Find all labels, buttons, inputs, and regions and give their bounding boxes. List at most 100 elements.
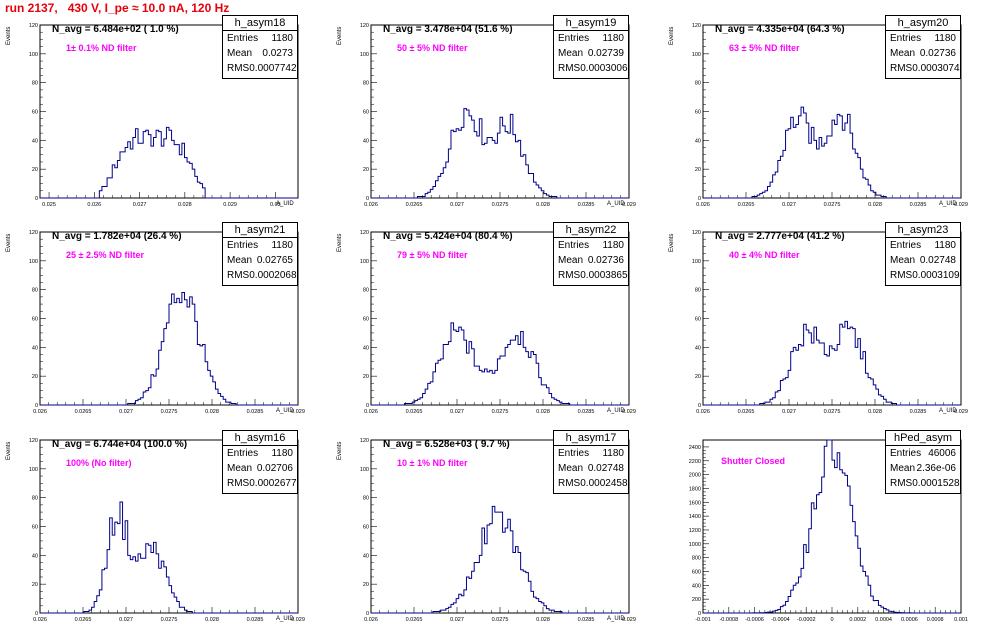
filter-note: 63 ± 5% ND filter: [729, 43, 800, 53]
x-tick-label: 0.0002: [849, 617, 866, 623]
stats-value: 1180: [271, 448, 293, 459]
y-tick-label: 2000: [689, 473, 701, 479]
x-tick-label: 0.029: [954, 202, 968, 208]
x-axis-label: A_UID: [607, 408, 625, 414]
plot-h_asym18: 0 20 40 60 80 100 120 0.025 0.026 0.027 0.028 0.029…: [29, 23, 299, 208]
stats-row-mean: Mean 0.02765: [223, 253, 297, 268]
n-avg-label: N_avg = 4.335e+04 (64.3 %): [715, 24, 845, 35]
stats-row-rms: RMS 0.0002458: [554, 476, 628, 491]
x-tick-label: 0.0285: [247, 409, 264, 415]
y-tick-label: 60: [32, 317, 38, 323]
x-tick-label: 0.0004: [875, 617, 892, 623]
y-tick-label: 400: [692, 583, 701, 589]
plot-h_asym23: 0 20 40 60 80 100 120 0.026 0.0265 0.027 0.0275 0.0…: [692, 230, 968, 415]
y-tick-label: 1800: [689, 486, 701, 492]
n-avg-label: N_avg = 2.777e+04 (41.2 %): [715, 231, 845, 242]
y-tick-label: 0: [698, 403, 701, 409]
histogram-line: [371, 505, 629, 614]
stats-row-entries: Entries 1180: [223, 238, 297, 253]
x-tick-label: 0.0275: [161, 617, 178, 623]
x-axis-label: A_UID: [607, 616, 625, 622]
histogram-name: h_asym20: [886, 16, 960, 31]
filter-note: 25 ± 2.5% ND filter: [66, 250, 144, 260]
x-tick-label: 0.027: [450, 617, 464, 623]
y-tick-label: 1600: [689, 500, 701, 506]
n-avg-label: N_avg = 6.484e+02 ( 1.0 %): [52, 24, 179, 35]
y-tick-label: 80: [363, 496, 369, 502]
x-tick-label: -0.0008: [719, 617, 738, 623]
stats-row-mean: Mean 0.02748: [554, 461, 628, 476]
x-tick-label: 0.0285: [578, 202, 595, 208]
stats-row-mean: Mean 0.0273: [223, 46, 297, 61]
histogram-line: [371, 108, 629, 199]
n-avg-label: N_avg = 6.528e+03 ( 9.7 %): [383, 439, 510, 450]
x-tick-label: -0.0004: [771, 617, 790, 623]
x-tick-label: 0.028: [868, 202, 882, 208]
filter-note: 100% (No filter): [66, 458, 132, 468]
stats-label: Entries: [558, 448, 590, 459]
plot-h_asym16: 0 20 40 60 80 100 120 0.026 0.0265 0.027 0.0275 0.0…: [29, 438, 305, 623]
stats-label: Entries: [558, 33, 590, 44]
stats-row-rms: RMS 0.0001528: [886, 476, 960, 491]
y-axis-label: Events: [6, 441, 12, 460]
stats-row-mean: Mean 0.02736: [554, 253, 628, 268]
x-axis-label: A_UID: [276, 201, 294, 207]
y-tick-label: 100: [692, 259, 701, 265]
stats-label: Entries: [890, 448, 922, 459]
stats-row-rms: RMS 0.0003006: [554, 61, 628, 76]
x-tick-label: 0.0275: [824, 409, 841, 415]
stats-value: 0.0007742: [249, 63, 297, 74]
filter-note: 10 ± 1% ND filter: [397, 458, 468, 468]
stats-value: 0.0001528: [912, 478, 960, 489]
plot-h_asym17: 0 20 40 60 80 100 120 0.026 0.0265 0.027 0.0275 0.0…: [360, 438, 636, 623]
filter-note: 40 ± 4% ND filter: [729, 250, 800, 260]
stats-label: Entries: [890, 33, 922, 44]
y-tick-label: 100: [360, 259, 369, 265]
x-tick-label: 0.028: [205, 409, 219, 415]
x-tick-label: 0.025: [42, 202, 56, 208]
stats-label: Entries: [227, 33, 259, 44]
x-tick-label: 0.026: [696, 202, 710, 208]
x-tick-label: 0.0275: [492, 202, 509, 208]
x-tick-label: 0.0285: [578, 409, 595, 415]
x-tick-label: 0.0275: [492, 409, 509, 415]
y-tick-label: 1000: [689, 542, 701, 548]
filter-note: 79 ± 5% ND filter: [397, 250, 468, 260]
x-tick-label: 0.0285: [578, 617, 595, 623]
x-tick-label: 0.027: [782, 409, 796, 415]
y-tick-label: 80: [363, 288, 369, 294]
y-tick-label: 20: [32, 582, 38, 588]
filter-note: Shutter Closed: [721, 456, 786, 466]
x-axis-label: A_UID: [607, 201, 625, 207]
stats-value: 0.0003109: [912, 270, 960, 281]
x-tick-label: 0.0265: [738, 202, 755, 208]
y-tick-label: 100: [29, 467, 38, 473]
filter-note: 1± 0.1% ND filter: [66, 43, 137, 53]
x-tick-label: 0.029: [622, 409, 636, 415]
y-tick-label: 60: [32, 110, 38, 116]
stats-label: RMS: [890, 63, 913, 74]
x-tick-label: 0.026: [33, 409, 47, 415]
x-tick-label: 0.0285: [247, 617, 264, 623]
stats-row-rms: RMS 0.0003074: [886, 61, 960, 76]
y-tick-label: 40: [363, 138, 369, 144]
stats-box: h_asym18 Entries 1180 Mean 0.0273 RMS 0.000774…: [222, 15, 298, 79]
stats-row-entries: Entries 1180: [223, 31, 297, 46]
x-axis-label: A_UID: [276, 616, 294, 622]
histogram-panel-h_asym16: 0 20 40 60 80 100 120 0.026 0.0265 0.027 0.0275 0.0…: [0, 430, 318, 630]
stats-value: 0.02765: [256, 255, 293, 266]
x-tick-label: 0.026: [696, 409, 710, 415]
y-tick-label: 100: [692, 52, 701, 58]
histogram-name: h_asym16: [223, 431, 297, 446]
stats-value: 0.02748: [587, 463, 624, 474]
y-axis-label: Events: [669, 233, 675, 252]
stats-row-entries: Entries 46006: [886, 446, 960, 461]
y-tick-label: 80: [695, 81, 701, 87]
y-tick-label: 60: [695, 110, 701, 116]
y-tick-label: 1200: [689, 528, 701, 534]
histogram-panel-hPed_asym: 0 200 400 600 800 1000 1200 1400 1600 1800 2000 220…: [663, 430, 981, 630]
y-tick-label: 120: [29, 438, 38, 444]
y-tick-label: 20: [695, 167, 701, 173]
y-tick-label: 80: [32, 81, 38, 87]
histogram-line: [40, 501, 298, 614]
